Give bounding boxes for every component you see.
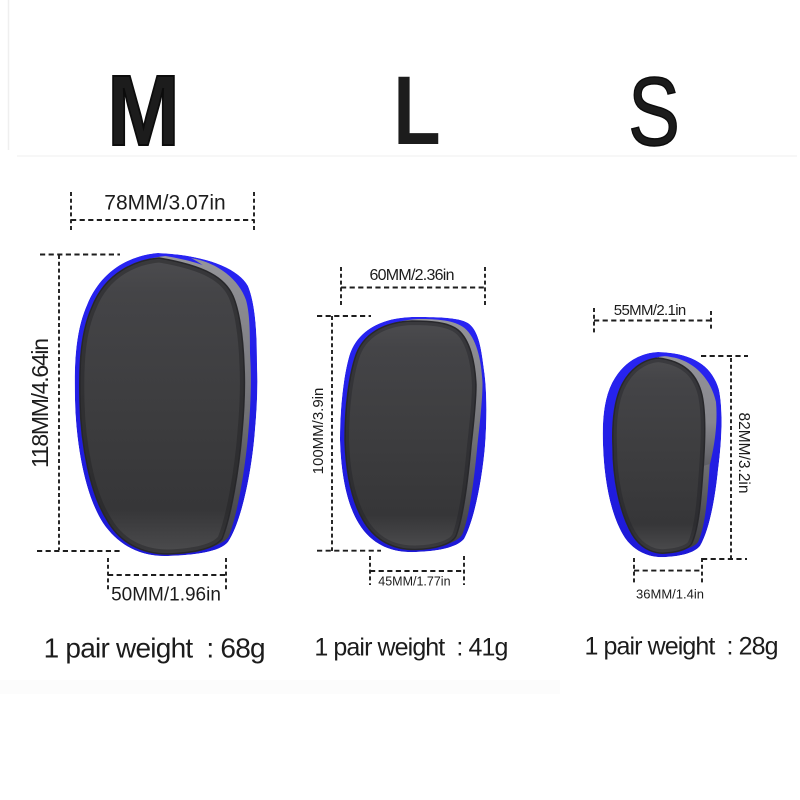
svg-text:45MM/1.77in: 45MM/1.77in: [378, 575, 450, 589]
svg-text:L: L: [393, 56, 440, 165]
svg-text:1 pair weight : 41g: 1 pair weight : 41g: [314, 634, 508, 662]
svg-text:36MM/1.4in: 36MM/1.4in: [636, 586, 704, 601]
svg-text:100MM/3.9in: 100MM/3.9in: [310, 388, 327, 475]
svg-text:118MM/4.64in: 118MM/4.64in: [27, 338, 53, 468]
svg-text:55MM/2.1in: 55MM/2.1in: [614, 302, 687, 319]
svg-text:S: S: [628, 57, 680, 166]
svg-text:78MM/3.07in: 78MM/3.07in: [104, 192, 225, 215]
svg-text:60MM/2.36in: 60MM/2.36in: [370, 267, 455, 284]
svg-text:82MM/3.2in: 82MM/3.2in: [735, 413, 752, 494]
svg-text:M: M: [107, 54, 179, 166]
svg-text:1 pair weight : 28g: 1 pair weight : 28g: [585, 633, 779, 661]
svg-text:50MM/1.96in: 50MM/1.96in: [111, 585, 221, 606]
svg-text:1 pair weight : 68g: 1 pair weight : 68g: [44, 632, 266, 663]
